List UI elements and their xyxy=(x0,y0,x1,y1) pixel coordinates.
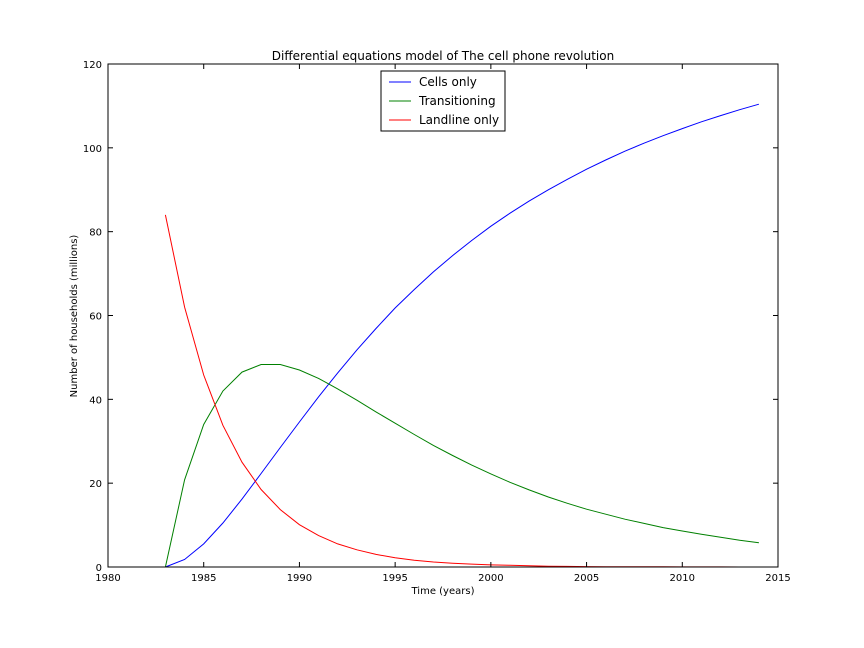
x-tick-label: 1995 xyxy=(382,573,407,584)
x-tick-label: 1980 xyxy=(95,573,120,584)
x-tick-label: 1990 xyxy=(287,573,312,584)
x-tick-label: 2005 xyxy=(574,573,599,584)
x-tick-label: 2015 xyxy=(765,573,790,584)
y-tick-label: 60 xyxy=(89,312,102,323)
x-tick-label: 2000 xyxy=(478,573,503,584)
legend-label: Landline only xyxy=(419,113,499,127)
axes-layer: 1980 1985 1990 1995 2000 2005 2010 2015 0 20 40 60 8… xyxy=(83,60,791,584)
y-tick-label: 100 xyxy=(83,144,102,155)
x-axis-label: Time (years) xyxy=(411,586,475,597)
legend-label: Transitioning xyxy=(418,94,496,108)
y-tick-label: 0 xyxy=(96,563,102,574)
legend: Cells only Transitioning Landline only xyxy=(380,70,506,132)
y-tick-label: 20 xyxy=(89,479,102,490)
x-tick-label: 1985 xyxy=(191,573,216,584)
y-tick-label: 80 xyxy=(89,228,102,239)
chart-title: Differential equations model of The cell… xyxy=(272,49,614,63)
y-tick-label: 120 xyxy=(83,60,102,71)
y-tick-label: 40 xyxy=(89,395,102,406)
series-line-cells-only xyxy=(165,103,760,568)
x-tick-label: 2010 xyxy=(670,573,695,584)
series-line-transitioning xyxy=(164,364,759,568)
legend-label: Cells only xyxy=(419,75,477,89)
y-axis-label: Number of households (millions) xyxy=(69,235,80,398)
